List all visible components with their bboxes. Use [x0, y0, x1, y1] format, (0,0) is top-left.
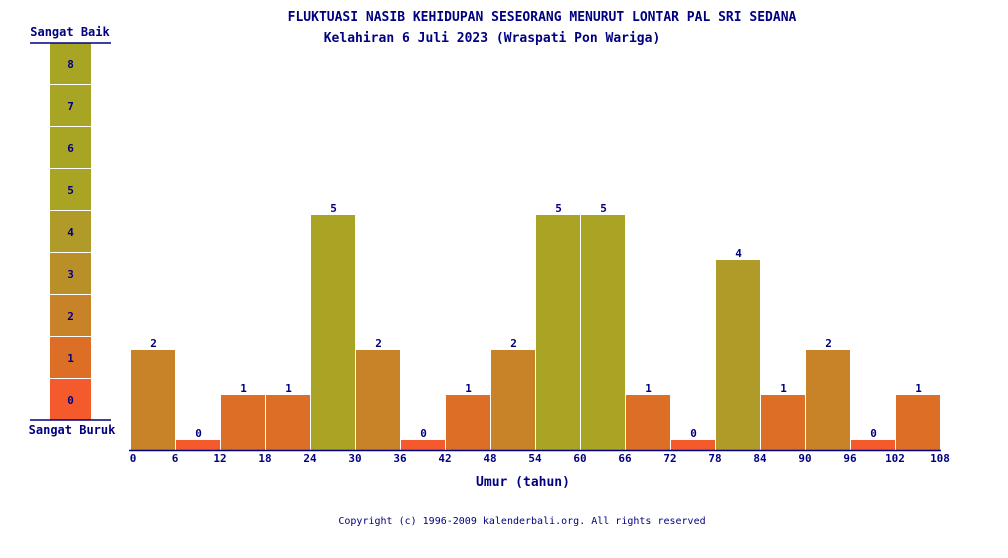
bar-value-label: 2 — [375, 337, 382, 350]
scale-cell-label: 0 — [67, 394, 74, 407]
bar-value-label: 1 — [285, 382, 292, 395]
scale-cell — [50, 295, 91, 336]
scale-cell — [50, 379, 91, 420]
bar — [491, 350, 535, 450]
scale-top-label: Sangat Baik — [30, 25, 110, 39]
x-tick-label: 6 — [172, 452, 179, 465]
x-tick-label: 96 — [843, 452, 857, 465]
scale-cell-label: 5 — [67, 184, 74, 197]
x-tick-label: 48 — [483, 452, 496, 465]
bar-value-label: 0 — [690, 427, 697, 440]
scale-cell-label: 4 — [67, 226, 74, 239]
bar-value-label: 2 — [150, 337, 157, 350]
bar-value-label: 0 — [420, 427, 427, 440]
scale-cell-label: 7 — [67, 100, 74, 113]
bar-value-label: 5 — [555, 202, 562, 215]
bar — [401, 440, 445, 450]
x-tick-label: 90 — [798, 452, 811, 465]
bar — [581, 215, 625, 450]
bar-value-label: 1 — [240, 382, 247, 395]
x-tick-label: 12 — [213, 452, 226, 465]
x-tick-label: 108 — [930, 452, 950, 465]
bar — [356, 350, 400, 450]
x-tick-label: 30 — [348, 452, 361, 465]
scale-cell — [50, 253, 91, 294]
scale-cell-label: 6 — [67, 142, 74, 155]
scale-cell-label: 3 — [67, 268, 74, 281]
scale-cell — [50, 211, 91, 252]
bar-value-label: 2 — [510, 337, 517, 350]
bar-value-label: 1 — [645, 382, 652, 395]
scale-cell — [50, 169, 91, 210]
x-tick-label: 42 — [438, 452, 451, 465]
bar — [671, 440, 715, 450]
bar — [716, 260, 760, 450]
scale-cell-label: 2 — [67, 310, 74, 323]
chart-title: FLUKTUASI NASIB KEHIDUPAN SESEORANG MENU… — [287, 10, 797, 25]
scale-cell — [50, 337, 91, 378]
bar-value-label: 0 — [195, 427, 202, 440]
bar-value-label: 4 — [735, 247, 742, 260]
bar — [176, 440, 220, 450]
scale-cell-label: 1 — [67, 352, 74, 365]
bar — [806, 350, 850, 450]
bar-value-label: 1 — [780, 382, 787, 395]
bar — [536, 215, 580, 450]
x-tick-label: 102 — [885, 452, 905, 465]
x-tick-label: 84 — [753, 452, 767, 465]
bar — [446, 395, 490, 450]
x-tick-label: 24 — [303, 452, 317, 465]
scale-bottom-label: Sangat Buruk — [28, 423, 116, 437]
bar — [626, 395, 670, 450]
x-tick-label: 60 — [573, 452, 586, 465]
scale-cell — [50, 85, 91, 126]
bar — [896, 395, 940, 450]
bar-value-label: 5 — [330, 202, 337, 215]
x-tick-label: 78 — [708, 452, 721, 465]
chart-subtitle: Kelahiran 6 Juli 2023 (Wraspati Pon Wari… — [323, 31, 661, 46]
bar — [761, 395, 805, 450]
bar — [266, 395, 310, 450]
x-tick-label: 54 — [528, 452, 542, 465]
x-tick-label: 66 — [618, 452, 632, 465]
copyright: Copyright (c) 1996-2009 kalenderbali.org… — [338, 516, 706, 527]
bar-value-label: 1 — [465, 382, 472, 395]
bar — [131, 350, 175, 450]
bar-value-label: 5 — [600, 202, 607, 215]
x-tick-label: 36 — [393, 452, 407, 465]
bar — [221, 395, 265, 450]
bar-value-label: 1 — [915, 382, 922, 395]
scale-cell — [50, 43, 91, 84]
x-tick-label: 18 — [258, 452, 271, 465]
x-tick-label: 72 — [663, 452, 676, 465]
x-axis-label: Umur (tahun) — [476, 475, 570, 490]
x-tick-label: 0 — [130, 452, 137, 465]
bar — [851, 440, 895, 450]
bar-value-label: 0 — [870, 427, 877, 440]
bar-value-label: 2 — [825, 337, 832, 350]
bar — [311, 215, 355, 450]
scale-cell-label: 8 — [67, 58, 74, 71]
scale-cell — [50, 127, 91, 168]
